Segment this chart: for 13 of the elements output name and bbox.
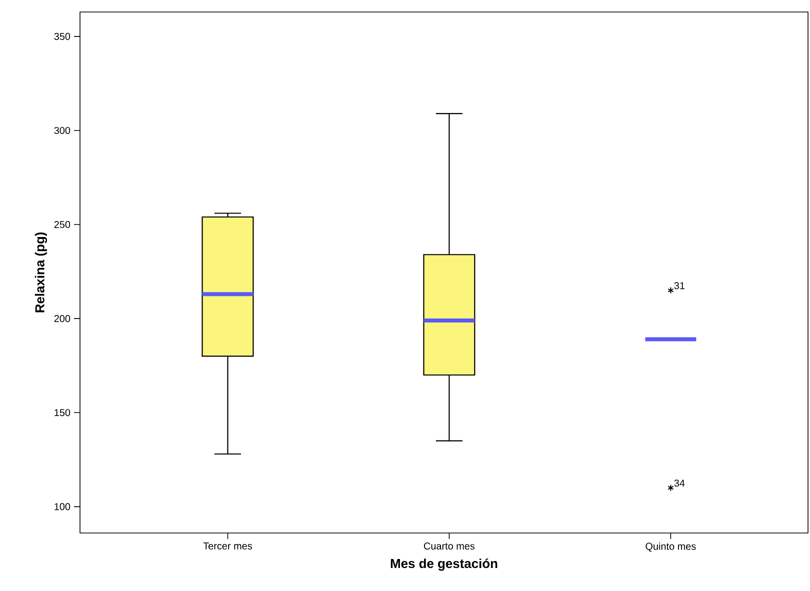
y-axis-title: Relaxina (pg)	[34, 232, 48, 312]
y-tick-label: 150	[54, 409, 70, 416]
x-tick-label: Quinto mes	[646, 542, 696, 552]
y-tick-label: 250	[54, 221, 70, 228]
y-tick-label: 100	[54, 503, 70, 510]
y-tick-label: 350	[54, 32, 70, 40]
annotation: 34	[674, 480, 685, 487]
x-axis-title: Mes de gestación	[390, 558, 498, 571]
y-tick-label: 200	[54, 315, 70, 322]
y-tick-label: 300	[54, 126, 70, 134]
annotation: 31	[674, 282, 684, 290]
x-tick-label: Cuarto mes	[424, 542, 475, 550]
x-tick-label: Tercer mes	[203, 542, 252, 550]
